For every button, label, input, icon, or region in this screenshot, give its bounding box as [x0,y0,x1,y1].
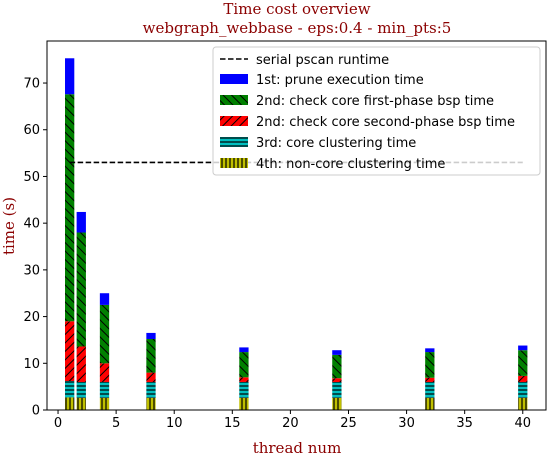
bar-segment-4-series-0 [99,397,110,410]
legend-serial-label: serial pscan runtime [256,53,389,68]
legend-noncore-clustering-label: 4th: non-core clustering time [256,157,445,172]
bar-segment-40-series-0 [518,397,528,410]
bar-segment-1-series-3 [65,94,75,322]
bar-segment-32-series-1 [425,381,435,398]
y-tick-label-70: 70 [23,77,40,92]
bar-segment-40-series-1 [518,381,528,398]
y-tick-label-60: 60 [23,123,40,138]
legend-box [212,46,541,176]
bar-segment-40-series-2 [518,375,528,382]
x-axis-label: thread num [253,439,342,456]
bar-segment-16-series-0 [239,397,249,410]
bar-segment-24-series-2 [332,378,342,382]
legend-core-clustering-label: 3rd: core clustering time [256,136,416,151]
bar-segment-8-series-4 [146,332,156,339]
y-axis-label: time (s) [0,197,18,255]
legend: serial pscan runtime 1st: prune executio… [212,46,541,176]
legend-noncore-clustering-swatch [220,158,248,168]
bar-segment-16-series-3 [239,352,249,378]
bar-segment-4-series-4 [99,293,110,305]
bar-segment-1-series-1 [65,381,75,398]
legend-first-phase-label: 2nd: check core first-phase bsp time [256,94,494,109]
bar-segment-1-series-0 [65,397,75,410]
x-tick-label-0: 0 [54,416,62,431]
bar-segment-4-series-3 [99,304,110,364]
bar-segment-4-series-2 [99,363,110,382]
bar-segment-1-series-2 [65,321,75,382]
bar-segment-8-series-2 [146,372,156,382]
chart-title-line1: Time cost overview [223,0,370,18]
bar-segment-2-series-1 [76,381,86,398]
bar-segment-32-series-3 [425,352,435,378]
bar-segment-16-series-1 [239,381,249,398]
bar-segment-32-series-4 [425,348,435,353]
y-ticks: 0 10 20 30 40 50 60 70 [23,77,47,419]
bar-segment-16-series-4 [239,347,249,353]
legend-second-phase-label: 2nd: check core second-phase bsp time [256,115,515,130]
bar-segment-24-series-4 [332,350,342,355]
x-tick-label-10: 10 [166,416,183,431]
bar-segment-2-series-0 [76,397,86,410]
chart-title-line2: webgraph_webbase - eps:0.4 - min_pts:5 [143,19,452,37]
bar-segment-2-series-4 [76,211,86,233]
bar-segment-32-series-0 [425,397,435,410]
bar-segment-1-series-4 [65,58,75,95]
bar-segment-16-series-2 [239,377,249,382]
x-tick-label-5: 5 [112,416,120,431]
bar-segment-24-series-1 [332,381,342,398]
legend-second-phase-swatch [220,116,248,126]
legend-prune-label: 1st: prune execution time [256,73,424,88]
x-tick-label-35: 35 [456,416,473,431]
bar-segment-4-series-1 [99,381,110,398]
x-tick-label-25: 25 [340,416,357,431]
y-tick-label-40: 40 [23,217,40,232]
y-tick-label-30: 30 [23,263,40,278]
x-ticks: 0 5 10 15 20 25 30 35 40 [54,410,531,431]
plot-frame [46,40,547,411]
y-tick-label-0: 0 [32,404,40,419]
bar-segment-8-series-1 [146,381,156,398]
bar-segment-24-series-0 [332,397,342,410]
bar-segment-2-series-3 [76,232,86,347]
legend-first-phase-swatch [220,95,248,105]
bar-segment-24-series-3 [332,354,342,379]
y-tick-label-10: 10 [23,357,40,372]
x-tick-label-30: 30 [398,416,415,431]
x-tick-label-20: 20 [282,416,299,431]
bar-segment-8-series-0 [146,397,156,410]
bar-segment-40-series-3 [518,350,528,376]
y-tick-label-20: 20 [23,310,40,325]
bar-segment-8-series-3 [146,339,156,373]
x-tick-label-15: 15 [224,416,241,431]
legend-prune-swatch [220,74,248,84]
bars-layer [65,58,528,410]
bar-segment-2-series-2 [76,346,86,382]
legend-core-clustering-swatch [220,137,248,147]
x-tick-label-40: 40 [514,416,531,431]
y-tick-label-50: 50 [23,170,40,185]
bar-segment-32-series-2 [425,377,435,382]
bar-segment-40-series-4 [518,345,528,351]
